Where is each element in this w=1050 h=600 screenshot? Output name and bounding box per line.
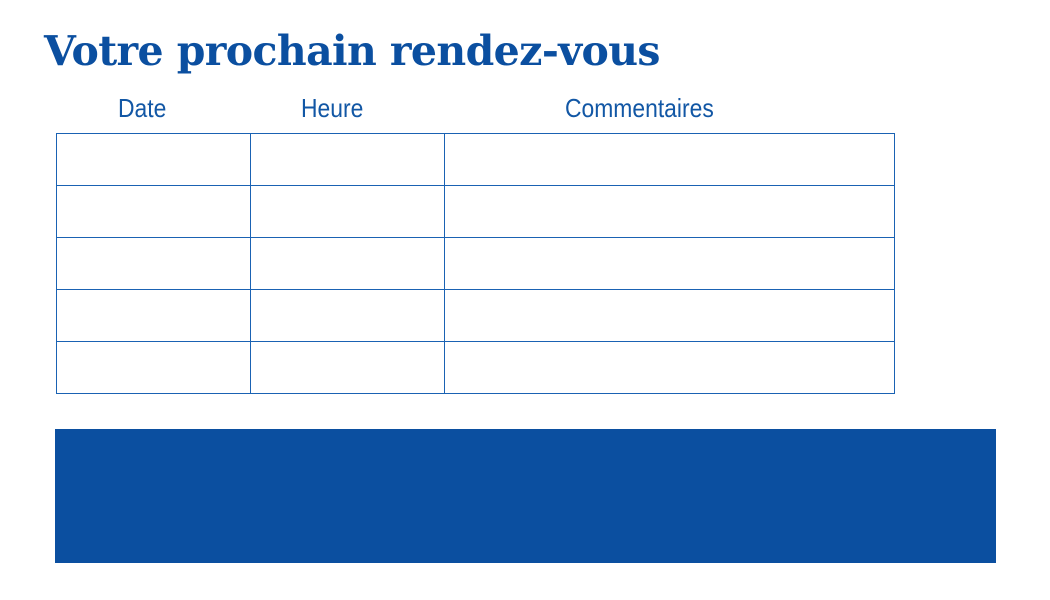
cell-date[interactable]	[56, 289, 251, 342]
cell-heure[interactable]	[250, 185, 445, 238]
table-row	[56, 185, 895, 238]
table-row	[56, 341, 895, 394]
table-column-headers: Date Heure Commentaires	[0, 92, 1050, 126]
cell-date[interactable]	[56, 185, 251, 238]
column-header-date: Date	[118, 93, 167, 123]
cell-heure[interactable]	[250, 237, 445, 290]
cell-heure[interactable]	[250, 289, 445, 342]
cell-commentaires[interactable]	[444, 341, 895, 394]
appointment-table	[56, 133, 895, 394]
cell-commentaires[interactable]	[444, 185, 895, 238]
page-title: Votre prochain rendez-vous	[44, 27, 661, 75]
column-header-heure: Heure	[301, 93, 364, 123]
table-row	[56, 237, 895, 290]
cell-commentaires[interactable]	[444, 289, 895, 342]
appointment-table-body	[56, 133, 895, 394]
cell-heure[interactable]	[250, 341, 445, 394]
table-row	[56, 133, 895, 186]
cell-commentaires[interactable]	[444, 133, 895, 186]
column-header-commentaires: Commentaires	[565, 93, 714, 123]
table-row	[56, 289, 895, 342]
cell-heure[interactable]	[250, 133, 445, 186]
cell-date[interactable]	[56, 133, 251, 186]
cell-date[interactable]	[56, 341, 251, 394]
footer-blue-banner	[55, 429, 996, 563]
cell-commentaires[interactable]	[444, 237, 895, 290]
cell-date[interactable]	[56, 237, 251, 290]
